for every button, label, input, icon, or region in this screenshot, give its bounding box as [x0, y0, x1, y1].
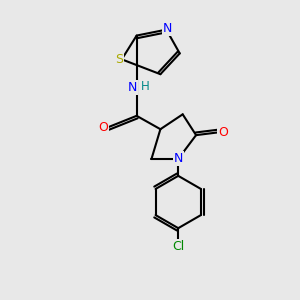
Text: S: S	[115, 53, 123, 66]
Text: O: O	[218, 126, 228, 139]
Text: O: O	[98, 121, 108, 134]
Text: Cl: Cl	[172, 239, 184, 253]
Text: N: N	[128, 81, 137, 94]
Text: N: N	[163, 22, 172, 34]
Text: N: N	[173, 152, 183, 165]
Text: H: H	[141, 80, 149, 93]
